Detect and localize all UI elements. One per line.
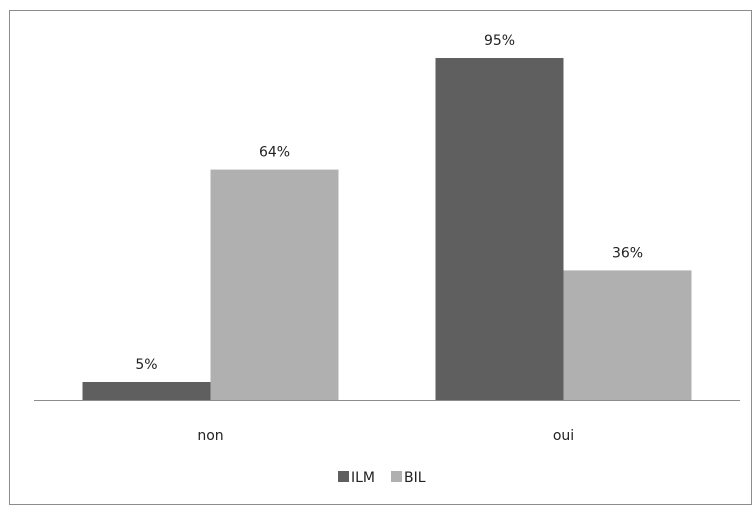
data-label-ilm-non: 5% — [135, 357, 157, 373]
category-label-oui: oui — [553, 428, 574, 444]
legend-label-ilm: ILM — [351, 470, 375, 486]
data-labels-layer: 5% 64% 95% 36% — [135, 33, 643, 373]
category-labels-layer: non oui — [197, 428, 574, 444]
legend: ILM BIL — [338, 470, 426, 486]
bar-ilm-non — [82, 382, 211, 400]
category-label-non: non — [197, 428, 223, 444]
bars-layer — [82, 58, 692, 400]
data-label-bil-non: 64% — [259, 145, 290, 161]
bar-ilm-oui — [435, 58, 564, 400]
bar-bil-non — [210, 169, 339, 400]
legend-swatch-ilm — [338, 471, 349, 482]
chart-border — [9, 10, 752, 505]
bar-bil-oui — [563, 270, 692, 400]
data-label-bil-oui: 36% — [612, 245, 643, 261]
legend-label-bil: BIL — [404, 470, 426, 486]
data-label-ilm-oui: 95% — [484, 33, 515, 49]
legend-swatch-bil — [391, 471, 402, 482]
